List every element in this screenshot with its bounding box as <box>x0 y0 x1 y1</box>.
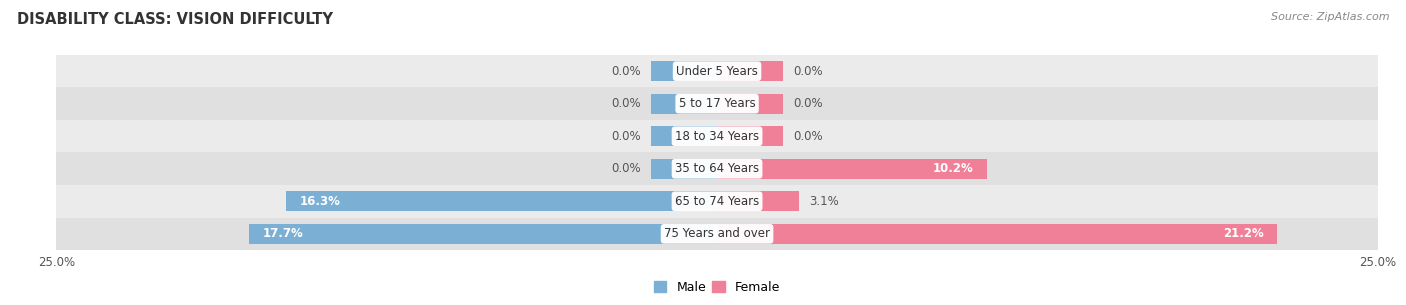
Text: 10.2%: 10.2% <box>932 162 973 175</box>
Bar <box>249 224 717 244</box>
Text: 65 to 74 Years: 65 to 74 Years <box>675 195 759 208</box>
Text: 5 to 17 Years: 5 to 17 Years <box>679 97 755 110</box>
Text: 0.0%: 0.0% <box>610 162 640 175</box>
Text: 35 to 64 Years: 35 to 64 Years <box>675 162 759 175</box>
Bar <box>651 126 717 146</box>
Text: 0.0%: 0.0% <box>610 130 640 143</box>
Text: Source: ZipAtlas.com: Source: ZipAtlas.com <box>1271 12 1389 22</box>
Bar <box>56 185 1378 217</box>
Text: 17.7%: 17.7% <box>263 227 304 240</box>
Bar <box>651 94 717 114</box>
Text: 0.0%: 0.0% <box>610 97 640 110</box>
Bar <box>56 152 1378 185</box>
Text: 18 to 34 Years: 18 to 34 Years <box>675 130 759 143</box>
Bar <box>56 217 1378 250</box>
Bar <box>717 61 783 81</box>
Bar <box>651 61 717 81</box>
Legend: Male, Female: Male, Female <box>650 275 785 299</box>
Text: Under 5 Years: Under 5 Years <box>676 65 758 78</box>
Text: 0.0%: 0.0% <box>794 130 824 143</box>
Bar <box>717 94 783 114</box>
Text: 0.0%: 0.0% <box>794 65 824 78</box>
Bar <box>717 191 799 211</box>
Text: 21.2%: 21.2% <box>1223 227 1264 240</box>
Text: 0.0%: 0.0% <box>610 65 640 78</box>
Bar <box>287 191 717 211</box>
Text: DISABILITY CLASS: VISION DIFFICULTY: DISABILITY CLASS: VISION DIFFICULTY <box>17 12 333 27</box>
Bar <box>651 159 717 179</box>
Bar <box>717 224 1278 244</box>
Text: 16.3%: 16.3% <box>299 195 340 208</box>
Bar <box>56 55 1378 88</box>
Bar <box>56 120 1378 152</box>
Text: 75 Years and over: 75 Years and over <box>664 227 770 240</box>
Bar <box>717 126 783 146</box>
Text: 0.0%: 0.0% <box>794 97 824 110</box>
Bar <box>56 88 1378 120</box>
Bar <box>717 159 987 179</box>
Text: 3.1%: 3.1% <box>810 195 839 208</box>
